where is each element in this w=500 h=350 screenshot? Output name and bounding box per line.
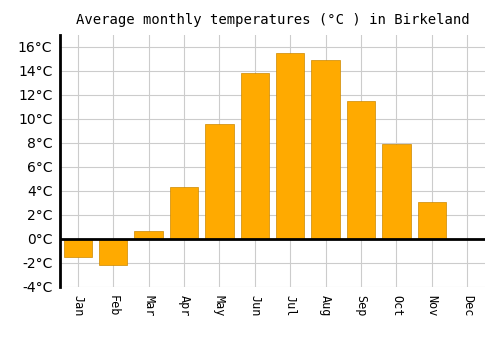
- Bar: [347, 101, 375, 239]
- Bar: [64, 239, 92, 257]
- Title: Average monthly temperatures (°C ) in Birkeland: Average monthly temperatures (°C ) in Bi…: [76, 13, 469, 27]
- Bar: [205, 124, 234, 239]
- Bar: [99, 239, 128, 265]
- Bar: [382, 144, 410, 239]
- Bar: [418, 202, 446, 239]
- Bar: [134, 231, 162, 239]
- Bar: [240, 74, 269, 239]
- Bar: [276, 53, 304, 239]
- Bar: [170, 187, 198, 239]
- Bar: [312, 60, 340, 239]
